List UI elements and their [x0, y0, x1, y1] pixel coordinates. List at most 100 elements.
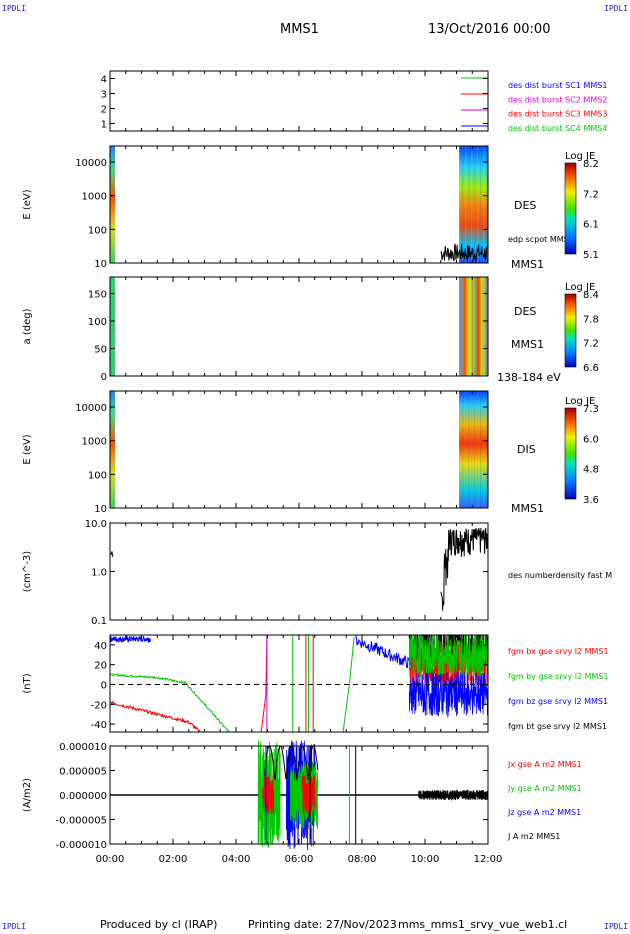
dis-energy-colorbar-tick: 6.0 [583, 434, 599, 445]
dis-energy-colorbar-title: Log JE [565, 396, 595, 407]
dis-spectrogram-column [462, 391, 464, 508]
density-y-tick: 10.0 [85, 519, 107, 530]
current-y-tick: 0.000005 [59, 767, 107, 778]
des-pitch-colorbar [564, 293, 577, 368]
y-axis-label: E (eV) [22, 189, 33, 219]
x-tick-label: 10:00 [411, 854, 440, 865]
des-spectrogram-column [477, 146, 479, 263]
label-dis: DIS [517, 443, 536, 456]
by-trace [109, 673, 230, 732]
des-spectrogram-column [459, 146, 461, 263]
dis-spectrogram-column [483, 391, 485, 508]
jx-burst-2 [301, 775, 316, 816]
jy-burst [257, 740, 281, 848]
dis-spectrogram-column [471, 391, 473, 508]
des-energy-colorbar-tick: 6.1 [583, 220, 599, 231]
des-energy-y-tick: 10000 [75, 158, 107, 169]
density-start-trace [110, 551, 114, 557]
y-axis-label: (cm^-3) [22, 551, 33, 592]
current-y-tick: -0.000005 [56, 816, 107, 827]
des-spectrogram-column [468, 146, 470, 263]
pitch-column [461, 277, 463, 376]
pitch-column [475, 277, 477, 376]
pitch-column [478, 277, 480, 376]
panel-des-energy-frame [109, 145, 489, 264]
spacecraft-potential-line [440, 243, 489, 263]
dis-energy-y-tick: 10 [94, 504, 107, 515]
label-mms1: MMS1 [511, 502, 544, 515]
des-spectrogram-column [474, 146, 476, 263]
density-y-tick: 0.1 [91, 616, 107, 627]
x-tick-label: 02:00 [159, 854, 188, 865]
dis-energy-colorbar-tick: 3.6 [583, 495, 599, 506]
dis-energy-colorbar-tick: 7.3 [583, 404, 599, 415]
panel-availability-frame [109, 70, 489, 132]
des-spectrogram-column [486, 146, 488, 263]
pitch-column [464, 277, 466, 376]
field-turbulent-trace [408, 672, 489, 718]
density-y-tick: 1.0 [91, 568, 107, 579]
corner-label-tl: IPDLI [2, 4, 27, 13]
dis-spectrogram-column [477, 391, 479, 508]
jx-burst [262, 775, 275, 815]
y-axis-label: (A/m2) [22, 778, 33, 812]
pitch-y-tick: 150 [88, 290, 107, 301]
bz-trace [109, 634, 151, 644]
des-spectrogram-column [465, 146, 467, 263]
x-tick-label: 12:00 [474, 854, 503, 865]
pitch-burst-block [459, 277, 488, 376]
des-spectrogram-burst [459, 146, 488, 263]
legend-entry: J A m2 MMS1 [507, 832, 560, 841]
x-tick-label: 06:00 [285, 854, 314, 865]
dis-energy-y-tick: 100 [88, 470, 107, 481]
y-axis-label: a (deg) [22, 308, 33, 344]
des-pitch-colorbar-tick: 7.8 [583, 314, 599, 325]
x-tick-label: 00:00 [96, 854, 125, 865]
field-y-tick: -20 [91, 700, 107, 711]
legend-entry: fgm bt gse srvy l2 MMS1 [508, 722, 607, 731]
des-pitch-colorbar-tick: 8.4 [583, 290, 599, 301]
legend-entry: des dist burst SC4 MMS4 [508, 124, 607, 133]
field-turbulent-trace [408, 634, 489, 678]
label-density: des numberdensity fast M [508, 571, 612, 580]
pitch-y-tick: 100 [88, 317, 107, 328]
legend-entry: Jx gse A m2 MMS1 [507, 760, 582, 769]
j-late-trace [418, 789, 489, 801]
panel-density-frame [109, 522, 489, 621]
legend-entry: fgm bz gse srvy l2 MMS1 [508, 697, 608, 706]
label-mms1: MMS1 [511, 258, 544, 271]
corner-label-br: IPDLI [604, 922, 629, 931]
des-energy-colorbar [564, 162, 577, 255]
density-trace [440, 527, 489, 611]
footer-file: mms_mms1_srvy_vue_web1.cl [398, 918, 568, 931]
footer-produced-by: Produced by cl (IRAP) [100, 918, 218, 931]
des-spectrogram-column [471, 146, 473, 263]
dis-spectrogram-column [459, 391, 461, 508]
pitch-column [471, 277, 473, 376]
corner-label-bl: IPDLI [2, 922, 27, 931]
des-spectrogram-column [462, 146, 464, 263]
pitch-start-strip [110, 277, 115, 376]
pitch-y-tick: 0 [101, 372, 107, 383]
y-axis-label: (nT) [22, 673, 33, 693]
current-y-tick: -0.000010 [56, 840, 107, 851]
label-mms1: MMS1 [511, 338, 544, 351]
legend-entry: fgm bx gse srvy l2 MMS1 [508, 647, 609, 656]
des-spectrogram-start-strip [110, 146, 115, 263]
current-y-tick: 0.000010 [59, 742, 107, 753]
y-axis-label: E (eV) [22, 434, 33, 464]
des-energy-colorbar-tick: 5.1 [583, 250, 599, 261]
panel-des-pitch-frame [109, 276, 489, 377]
dis-spectrogram-column [480, 391, 482, 508]
dis-spectrogram-column [465, 391, 467, 508]
pitch-column [485, 277, 487, 376]
label-des: DES [514, 305, 536, 318]
dis-spectrogram-column [474, 391, 476, 508]
field-y-tick: 0 [101, 680, 107, 691]
bz-trace-late [355, 634, 457, 690]
dis-energy-colorbar-tick: 4.8 [583, 465, 599, 476]
field-y-tick: -40 [91, 720, 107, 731]
footer-printing-date: Printing date: 27/Nov/2023 [248, 918, 397, 931]
des-pitch-colorbar-tick: 6.6 [583, 363, 599, 374]
legend-entry: des dist burst SC3 MMS3 [508, 110, 607, 119]
